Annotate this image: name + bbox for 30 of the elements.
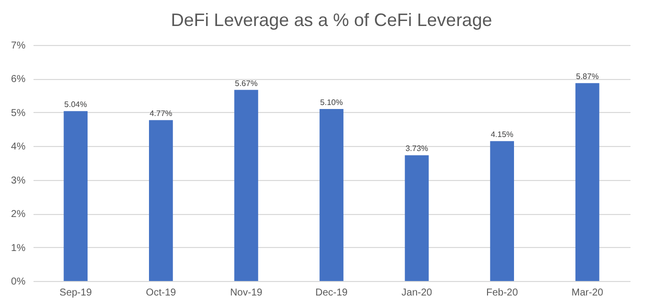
bar bbox=[404, 155, 429, 281]
x-tick-label: Sep-19 bbox=[60, 288, 92, 298]
data-label: 4.15% bbox=[490, 130, 514, 140]
y-tick-label: 0% bbox=[11, 276, 26, 288]
x-tick-label: Dec-19 bbox=[315, 288, 348, 298]
y-tick-label: 1% bbox=[11, 242, 26, 254]
y-tick-label: 3% bbox=[11, 175, 26, 186]
bar bbox=[234, 90, 258, 281]
y-tick-label: 4% bbox=[11, 142, 26, 153]
y-tick-label: 6% bbox=[11, 74, 26, 86]
bar bbox=[148, 120, 173, 281]
bar bbox=[320, 109, 344, 281]
data-label: 3.73% bbox=[405, 144, 428, 154]
x-tick-label: Mar-20 bbox=[572, 288, 604, 298]
bar bbox=[64, 111, 88, 281]
bar bbox=[575, 83, 600, 281]
chart-title: DeFi Leverage as a % of CeFi Leverage bbox=[170, 10, 492, 30]
y-tick-label: 5% bbox=[11, 108, 26, 119]
data-label: 5.10% bbox=[320, 98, 343, 108]
y-tick-label: 7% bbox=[11, 40, 26, 52]
y-tick-label: 2% bbox=[11, 209, 26, 220]
data-label: 5.04% bbox=[64, 100, 87, 110]
x-tick-label: Nov-19 bbox=[230, 288, 263, 298]
data-label: 5.67% bbox=[234, 78, 258, 88]
data-label: 5.87% bbox=[576, 72, 599, 82]
x-tick-label: Oct-19 bbox=[146, 288, 176, 298]
bar bbox=[490, 141, 514, 281]
data-label: 4.77% bbox=[150, 109, 172, 118]
x-tick-label: Feb-20 bbox=[486, 288, 518, 298]
x-tick-label: Jan-20 bbox=[401, 288, 433, 298]
